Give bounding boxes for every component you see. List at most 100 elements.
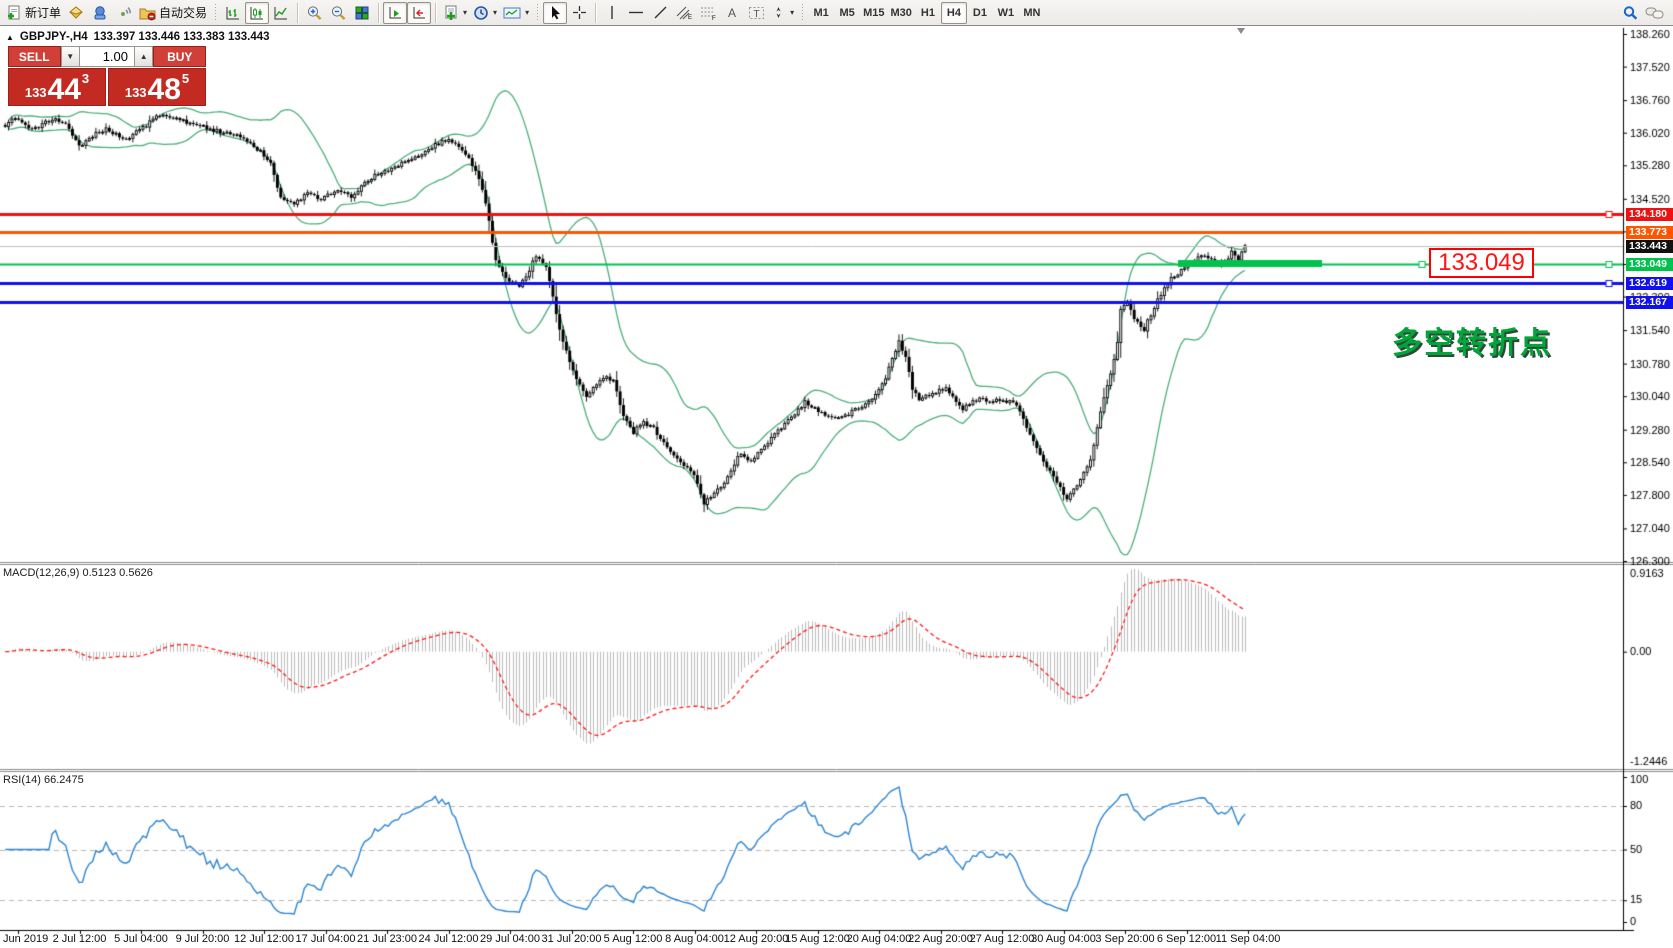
signals-button[interactable] [112,2,136,24]
chart-symbol-period: GBPJPY-,H4 [19,31,88,43]
volume-increase-button[interactable]: ▲ [134,46,154,67]
buy-points: 48 [147,73,181,106]
templates-button[interactable]: ▾ [500,2,532,24]
chat-button[interactable] [1642,2,1667,24]
zoom-out-button[interactable] [326,2,350,24]
zoom-in-button[interactable] [302,2,326,24]
horizontal-line-icon [629,11,644,14]
timeframe-m30-button[interactable]: M30 [888,2,915,24]
chart-shift-button[interactable] [407,1,432,24]
price-line-badge: 132.167 [1626,296,1673,309]
tile-windows-button[interactable] [350,2,374,24]
rsi-indicator-label: RSI(14) 66.2475 [3,774,84,786]
horizontal-line-button[interactable] [624,2,648,24]
equidistant-channel-button[interactable]: E [672,2,696,24]
new-order-button[interactable]: 新订单 [2,2,64,24]
time-axis-label: 17 Jul 04:00 [295,933,356,945]
time-axis-label: 12 Aug 20:00 [723,933,789,945]
time-axis-label: 3 Sep 20:00 [1095,933,1155,945]
current-price-badge: 133.443 [1626,240,1673,253]
search-icon [1623,5,1637,20]
sell-button[interactable]: SELL [8,46,61,67]
time-axis-label: 27 Jun 2019 [0,933,49,945]
time-axis-label: 11 Sep 04:00 [1215,933,1281,945]
toolbar-grip [214,3,218,22]
sell-points: 44 [47,73,81,106]
clock-icon [474,5,488,20]
buy-pip: 5 [181,71,190,86]
sell-pip: 3 [81,71,90,86]
periods-button[interactable]: ▾ [470,2,500,24]
timeframe-m1-button[interactable]: M1 [808,2,834,24]
svg-text:E: E [688,15,692,21]
timeframe-d1-button[interactable]: D1 [967,2,993,24]
fibonacci-button[interactable]: F [696,2,720,24]
zoom-in-icon [307,5,321,20]
volume-decrease-button[interactable]: ▼ [60,46,80,67]
equidistant-channel-icon: E [676,6,692,21]
zoom-out-icon [331,5,345,20]
dropdown-arrow-icon: ▾ [463,8,468,17]
timeframe-h1-button[interactable]: H1 [915,2,941,24]
vertical-line-icon [611,6,613,19]
timeframe-w1-button[interactable]: W1 [993,2,1019,24]
price-callout-box[interactable]: 133.049 [1429,248,1534,278]
autotrading-button[interactable]: 自动交易 [136,2,210,24]
macd-indicator-label: MACD(12,26,9) 0.5123 0.5626 [3,567,153,579]
trendline-button[interactable] [648,2,672,24]
chinese-annotation[interactable]: 多空转折点 [1392,327,1552,360]
indicators-icon [445,5,457,20]
bar-chart-button[interactable] [221,2,245,24]
dropdown-arrow-icon: ▾ [790,8,795,17]
candlestick-chart-icon [250,6,264,19]
candlestick-chart-button[interactable] [245,1,270,24]
new-order-label: 新订单 [25,6,62,20]
line-chart-button[interactable] [269,2,293,24]
price-line-badge: 133.049 [1626,258,1673,271]
autotrading-label: 自动交易 [159,6,208,20]
indicators-button[interactable]: ▾ [440,2,470,24]
time-axis-label: 6 Sep 12:00 [1156,933,1217,945]
timeframe-mn-button[interactable]: MN [1019,2,1045,24]
signals-icon [121,6,132,16]
auto-scroll-button[interactable] [383,1,408,24]
buy-price[interactable]: 133 48 5 [108,68,206,106]
toolbar: 新订单 自动交易 [0,0,1673,26]
sell-price[interactable]: 133 44 3 [8,68,106,106]
time-axis-label: 5 Jul 04:00 [114,933,168,945]
price-line-badge: 132.619 [1626,277,1673,290]
cursor-button[interactable] [543,1,568,24]
sell-big-figure: 133 [24,85,47,100]
metaeditor-button[interactable] [88,2,112,24]
timeframe-m15-button[interactable]: M15 [860,2,887,24]
time-axis-label: 5 Aug 12:00 [603,933,663,945]
text-label-button[interactable]: T [744,2,768,24]
text-label-icon: T [748,6,764,20]
collapse-panel-arrow-icon[interactable]: ▲ [6,32,14,42]
time-axis-label: 8 Aug 04:00 [665,933,724,945]
vertical-line-button[interactable] [600,2,624,24]
new-order-icon [8,5,20,19]
toolbar-separator [595,2,597,23]
dropdown-arrow-icon: ▾ [525,8,530,17]
down-arrow-icon: ▼ [66,52,75,61]
arrows-icon [776,7,781,18]
time-axis-label: 12 Jul 12:00 [234,933,294,945]
template-icon [503,7,521,18]
svg-text:A: A [728,6,736,20]
toolbar-separator [435,2,437,23]
time-axis-label: 27 Aug 12:00 [969,933,1035,945]
search-button[interactable] [1618,2,1642,24]
market-icon-button[interactable] [64,2,88,24]
arrows-button[interactable]: ▾ [768,2,797,24]
svg-text:T: T [753,9,759,20]
text-button[interactable]: A [720,2,744,24]
metaeditor-icon [94,5,106,19]
toolbar-separator [297,2,299,23]
volume-input[interactable] [80,46,134,67]
buy-button[interactable]: BUY [153,46,206,67]
crosshair-button[interactable] [567,2,591,24]
timeframe-m5-button[interactable]: M5 [834,2,860,24]
timeframe-h4-button[interactable]: H4 [940,1,967,24]
